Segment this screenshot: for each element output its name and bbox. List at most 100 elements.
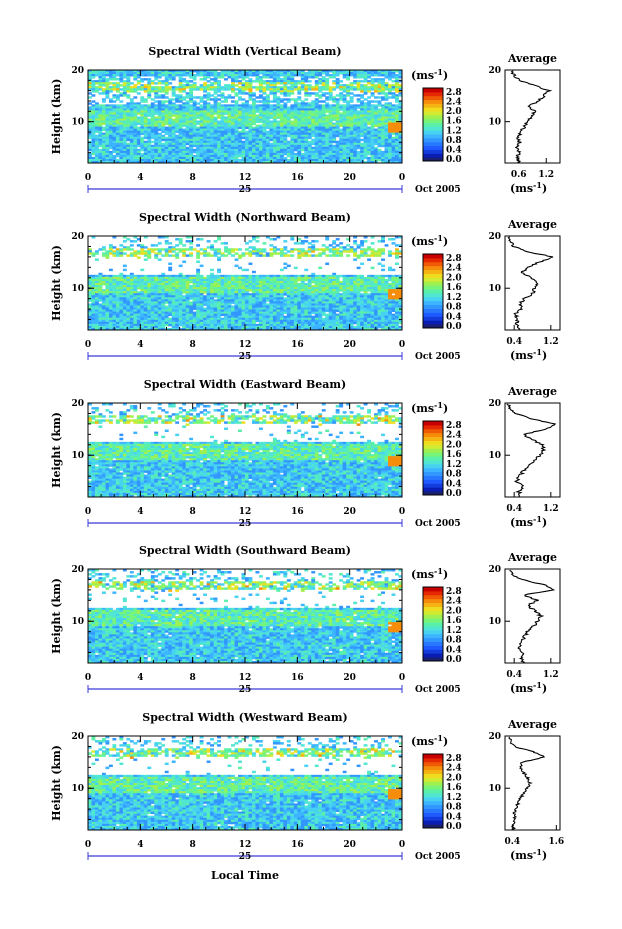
profile-y-tick-label: 10 bbox=[488, 118, 501, 128]
x-tick-label: 4 bbox=[137, 173, 143, 183]
colorbar-tick-label: 2.8 bbox=[446, 421, 462, 431]
colorbar-swatch bbox=[423, 773, 443, 778]
colorbar-swatch bbox=[423, 312, 443, 317]
colorbar-swatch bbox=[423, 816, 443, 821]
colorbar-swatch bbox=[423, 796, 443, 802]
colorbar-tick-label: 2.0 bbox=[446, 773, 462, 783]
colorbar-tick-label: 1.6 bbox=[446, 283, 462, 293]
profile-line bbox=[510, 70, 553, 164]
colorbar-swatch bbox=[423, 614, 443, 619]
colorbar-swatch bbox=[423, 483, 443, 488]
colorbar-swatch bbox=[423, 428, 443, 434]
colorbar-tick-label: 0.0 bbox=[446, 655, 462, 665]
colorbar-tick-label: 1.2 bbox=[446, 293, 462, 303]
colorbar-swatch bbox=[423, 637, 443, 643]
x-tick-label: 16 bbox=[291, 340, 304, 350]
colorbar-unit: (ms-1) bbox=[411, 400, 448, 415]
colorbar-tick-label: 1.2 bbox=[446, 460, 462, 470]
x-tick-label: 20 bbox=[343, 340, 356, 350]
heatmap-cells bbox=[88, 70, 403, 164]
colorbar-swatch bbox=[423, 633, 443, 639]
profile-y-tick-label: 20 bbox=[488, 66, 501, 76]
average-profile: Average 10 20 0.4 1.6(ms-1) bbox=[488, 718, 564, 862]
x-tick-label: 16 bbox=[291, 673, 304, 683]
panel-title: Spectral Width (Southward Beam) bbox=[139, 544, 351, 557]
colorbar-tick-label: 0.4 bbox=[446, 645, 462, 655]
colorbar-swatch bbox=[423, 157, 443, 162]
profile-line bbox=[507, 236, 554, 331]
colorbar-swatch bbox=[423, 789, 443, 794]
colorbar-swatch bbox=[423, 257, 443, 263]
x-tick-label: 0 bbox=[399, 507, 405, 517]
colorbar-swatch bbox=[423, 657, 443, 662]
colorbar-frame bbox=[422, 420, 444, 496]
profile-y-tick-label: 20 bbox=[488, 232, 501, 242]
colorbar-tick-label: 2.4 bbox=[446, 264, 462, 274]
colorbar-swatch bbox=[423, 130, 443, 135]
x-tick-label: 0 bbox=[85, 673, 91, 683]
profile-title: Average bbox=[507, 385, 557, 398]
colorbar-frame bbox=[422, 253, 444, 329]
colorbar-swatch bbox=[423, 459, 443, 465]
colorbar-swatch bbox=[423, 587, 443, 592]
colorbar-swatch bbox=[423, 804, 443, 810]
colorbar-swatch bbox=[423, 598, 443, 604]
profile-x-label: (ms-1) bbox=[510, 847, 547, 862]
colorbar-swatch bbox=[423, 452, 443, 457]
x-tick-label: 12 bbox=[239, 840, 252, 850]
profile-title: Average bbox=[507, 551, 557, 564]
profile-x-tick-label: 0.4 bbox=[506, 504, 522, 514]
y-tick-label: 20 bbox=[71, 232, 84, 242]
colorbar-swatch bbox=[423, 107, 443, 112]
colorbar-unit: (ms-1) bbox=[411, 233, 448, 248]
profile-title: Average bbox=[507, 218, 557, 231]
colorbar: (ms-1) 2.82.42.01.61.20.80.40.0 bbox=[411, 566, 462, 665]
profile-y-tick-label: 20 bbox=[488, 399, 501, 409]
x-tick-label: 8 bbox=[190, 340, 196, 350]
profile-y-tick-label: 20 bbox=[488, 565, 501, 575]
colorbar-swatch bbox=[423, 91, 443, 97]
colorbar-tick-label: 1.6 bbox=[446, 117, 462, 127]
colorbar-unit: (ms-1) bbox=[411, 566, 448, 581]
y-axis-label: Height (km) bbox=[50, 578, 63, 654]
heatmap-cells bbox=[88, 403, 403, 498]
colorbar-swatch bbox=[423, 475, 443, 480]
date-month: Oct 2005 bbox=[415, 685, 461, 695]
colorbar-tick-label: 2.0 bbox=[446, 440, 462, 450]
y-tick-label: 20 bbox=[71, 66, 84, 76]
y-tick-label: 10 bbox=[71, 284, 84, 294]
colorbar-tick-label: 1.2 bbox=[446, 793, 462, 803]
colorbar-swatch bbox=[423, 618, 443, 623]
colorbar-tick-label: 2.4 bbox=[446, 764, 462, 774]
colorbar-tick-label: 2.4 bbox=[446, 98, 462, 108]
colorbar: (ms-1) 2.82.42.01.61.20.80.40.0 bbox=[411, 400, 462, 499]
colorbar-swatch bbox=[423, 463, 443, 469]
colorbar-tick-label: 0.8 bbox=[446, 470, 462, 480]
colorbar-tick-label: 0.4 bbox=[446, 479, 462, 489]
colorbar-swatch bbox=[423, 273, 443, 278]
colorbar-tick-label: 1.6 bbox=[446, 783, 462, 793]
profile-x-tick-label: 0.4 bbox=[506, 670, 522, 680]
colorbar-tick-label: 1.2 bbox=[446, 626, 462, 636]
colorbar-swatch bbox=[423, 653, 443, 658]
colorbar-swatch bbox=[423, 118, 443, 124]
colorbar-swatch bbox=[423, 324, 443, 329]
profile-x-tick-label: 1.2 bbox=[543, 670, 559, 680]
colorbar-swatch bbox=[423, 625, 443, 631]
colorbar-swatch bbox=[423, 757, 443, 763]
average-profile: Average 10 20 0.4 1.2(ms-1) bbox=[488, 218, 561, 362]
average-profile: Average 10 20 0.6 1.2(ms-1) bbox=[488, 52, 561, 195]
colorbar-swatch bbox=[423, 281, 443, 286]
colorbar-swatch bbox=[423, 134, 443, 139]
x-tick-label: 4 bbox=[137, 673, 143, 683]
colorbar-swatch bbox=[423, 769, 443, 774]
x-tick-label: 8 bbox=[190, 173, 196, 183]
y-axis-label: Height (km) bbox=[50, 79, 63, 155]
colorbar-tick-label: 0.0 bbox=[446, 155, 462, 165]
colorbar-tick-label: 2.0 bbox=[446, 107, 462, 117]
colorbar-swatch bbox=[423, 761, 443, 767]
colorbar-swatch bbox=[423, 602, 443, 607]
colorbar-swatch bbox=[423, 126, 443, 131]
colorbar-tick-label: 2.0 bbox=[446, 273, 462, 283]
colorbar-swatch bbox=[423, 304, 443, 310]
